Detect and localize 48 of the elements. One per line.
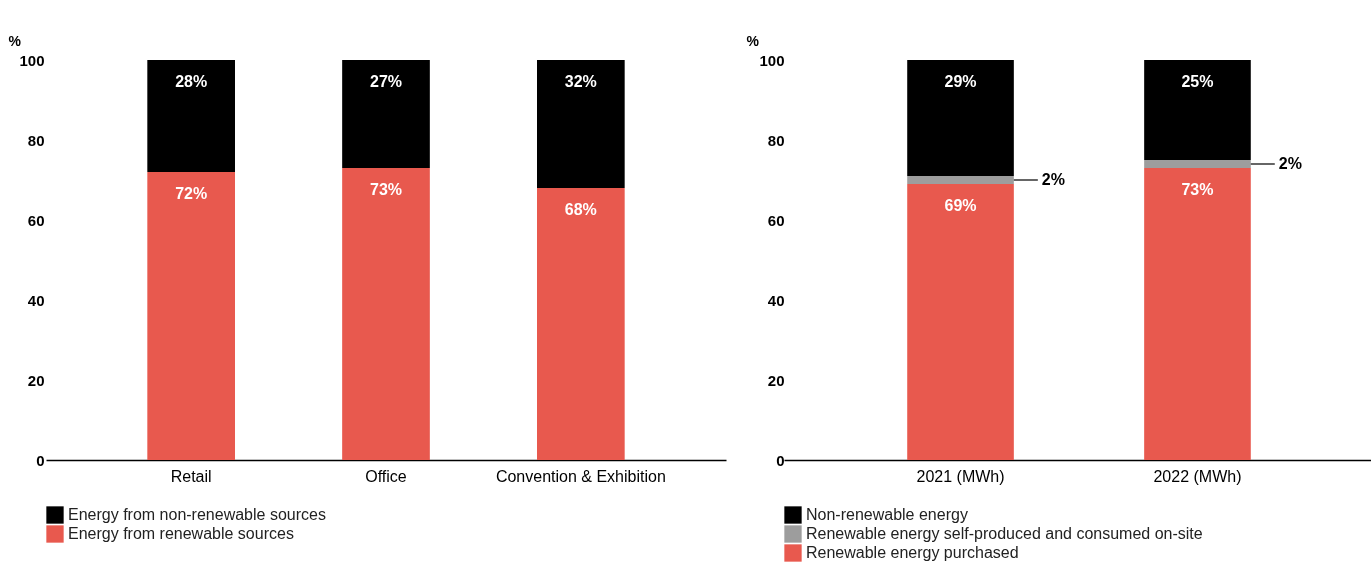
y-tick-label: 40 [767, 291, 785, 309]
bar [342, 60, 430, 168]
data-label: 2% [1041, 171, 1065, 188]
bar [342, 168, 430, 460]
bar [537, 188, 625, 460]
bar [537, 60, 625, 188]
legend-label: Non-renewable energy [806, 506, 968, 523]
x-tick-label: 2021 (MWh) [916, 467, 1005, 485]
y-tick-label: 20 [767, 371, 785, 389]
x-tick-label: 2022 (MWh) [1153, 467, 1242, 485]
y-tick-label: 80 [767, 131, 785, 149]
y-axis-title: % [8, 32, 22, 49]
bar [1144, 60, 1251, 160]
bar [147, 60, 235, 172]
data-label: 29% [944, 73, 977, 90]
bar [907, 176, 1014, 184]
data-label: 72% [175, 185, 208, 202]
data-label: 28% [175, 73, 208, 90]
y-tick-label: 20 [27, 371, 45, 389]
bar [147, 172, 235, 460]
data-label: 69% [944, 197, 977, 214]
data-label: 68% [564, 201, 597, 218]
legend-label: Renewable energy self-produced and consumed on-site [806, 525, 1203, 542]
data-label: 2% [1278, 155, 1302, 172]
legend-label: Energy from renewable sources [68, 525, 294, 542]
y-tick-label: 0 [776, 451, 785, 469]
y-axis-title: % [746, 32, 760, 49]
data-label: 73% [1181, 181, 1214, 198]
y-tick-label: 0 [36, 451, 45, 469]
bar [1144, 160, 1251, 168]
bar [907, 184, 1014, 460]
legend-label: Renewable energy purchased [806, 544, 1019, 561]
bar [907, 60, 1014, 176]
y-tick-label: 80 [27, 131, 45, 149]
y-tick-label: 100 [759, 51, 785, 69]
y-tick-label: 60 [27, 211, 45, 229]
x-tick-label: Office [365, 467, 407, 485]
y-tick-label: 60 [767, 211, 785, 229]
data-label: 27% [369, 73, 403, 90]
y-tick-label: 100 [19, 51, 45, 69]
x-tick-label: Convention & Exhibition [495, 467, 666, 485]
data-label: 32% [564, 73, 597, 90]
data-label: 73% [369, 181, 403, 198]
bar [1144, 168, 1251, 460]
legend-label: Energy from non-renewable sources [68, 506, 326, 523]
y-tick-label: 40 [27, 291, 45, 309]
data-label: 25% [1181, 73, 1214, 90]
x-tick-label: Retail [170, 467, 212, 485]
